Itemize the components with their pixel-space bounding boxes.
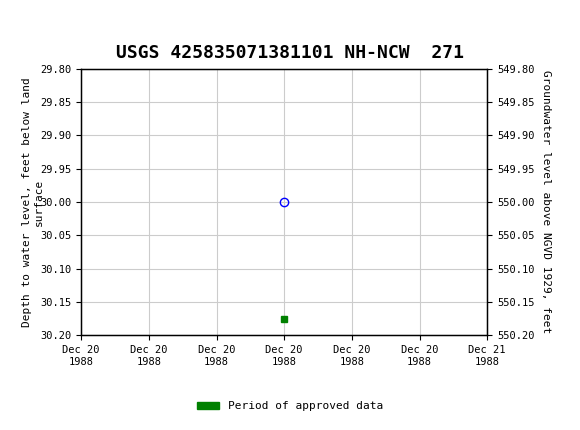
Legend: Period of approved data: Period of approved data: [193, 397, 387, 416]
Text: ≣USGS: ≣USGS: [9, 16, 67, 35]
Y-axis label: Groundwater level above NGVD 1929, feet: Groundwater level above NGVD 1929, feet: [541, 71, 550, 334]
Y-axis label: Depth to water level, feet below land
surface: Depth to water level, feet below land su…: [23, 77, 44, 327]
Text: USGS 425835071381101 NH-NCW  271: USGS 425835071381101 NH-NCW 271: [116, 44, 464, 62]
